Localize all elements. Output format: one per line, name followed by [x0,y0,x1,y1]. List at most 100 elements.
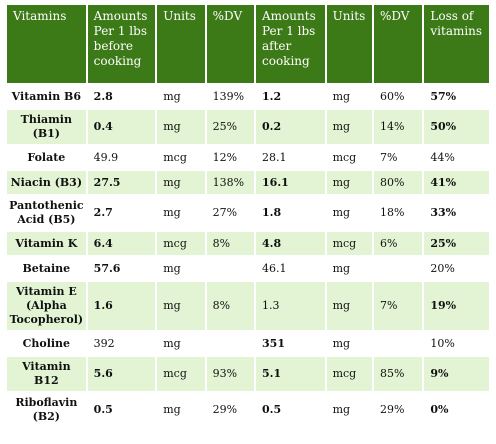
dv-before: 138% [206,171,255,194]
vitamin-loss-table: Vitamins Amounts Per 1 lbs before cookin… [5,3,491,429]
table-row: Riboflavin (B2) 0.5 mg 29% 0.5 mg 29% 0% [7,393,489,427]
vitamin-name: Folate [7,146,86,169]
header-units-after: Units [326,5,372,83]
dv-before: 139% [206,85,255,108]
dv-after: 6% [373,232,423,255]
table-row: Vitamin B6 2.8 mg 139% 1.2 mg 60% 57% [7,85,489,108]
unit-before: mcg [157,357,205,391]
amount-after: 0.2 [256,110,325,144]
dv-after [373,332,423,355]
header-loss: Loss of vitamins [424,5,489,83]
vitamin-name: Vitamin E (Alpha Tocopherol) [7,282,86,330]
dv-before [206,332,255,355]
header-units-before: Units [157,5,205,83]
unit-after: mg [326,282,372,330]
amount-before: 27.5 [87,171,156,194]
vitamin-name: Vitamin B12 [7,357,86,391]
amount-after: 1.2 [256,85,325,108]
loss-percent: 50% [424,110,489,144]
table-row: Vitamin B12 5.6 mcg 93% 5.1 mcg 85% 9% [7,357,489,391]
dv-after: 29% [373,393,423,427]
unit-before: mcg [157,146,205,169]
table-row: Pantothenic Acid (B5) 2.7 mg 27% 1.8 mg … [7,196,489,230]
dv-before [206,257,255,280]
dv-after: 7% [373,282,423,330]
unit-before: mg [157,282,205,330]
header-amount-after: Amounts Per 1 lbs after cooking [256,5,325,83]
amount-before: 49.9 [87,146,156,169]
table-row: Betaine 57.6 mg 46.1 mg 20% [7,257,489,280]
amount-after: 0.5 [256,393,325,427]
amount-after: 351 [256,332,325,355]
amount-before: 0.5 [87,393,156,427]
vitamin-name: Vitamin K [7,232,86,255]
unit-before: mg [157,85,205,108]
amount-after: 4.8 [256,232,325,255]
amount-before: 57.6 [87,257,156,280]
header-vitamins: Vitamins [7,5,86,83]
unit-after: mcg [326,232,372,255]
dv-before: 12% [206,146,255,169]
amount-before: 1.6 [87,282,156,330]
amount-before: 6.4 [87,232,156,255]
unit-before: mg [157,332,205,355]
amount-before: 392 [87,332,156,355]
unit-before: mg [157,393,205,427]
dv-before: 8% [206,282,255,330]
unit-after: mg [326,110,372,144]
unit-before: mg [157,110,205,144]
loss-percent: 9% [424,357,489,391]
unit-before: mcg [157,232,205,255]
vitamin-table-container: Vitamins Amounts Per 1 lbs before cookin… [5,3,491,429]
vitamin-name: Thiamin (B1) [7,110,86,144]
loss-percent: 25% [424,232,489,255]
amount-after: 16.1 [256,171,325,194]
loss-percent: 57% [424,85,489,108]
header-amount-before: Amounts Per 1 lbs before cooking [87,5,156,83]
dv-after: 18% [373,196,423,230]
header-dv-before: %DV [206,5,255,83]
table-row: Niacin (B3) 27.5 mg 138% 16.1 mg 80% 41% [7,171,489,194]
dv-after: 85% [373,357,423,391]
table-row: Folate 49.9 mcg 12% 28.1 mcg 7% 44% [7,146,489,169]
dv-after: 80% [373,171,423,194]
unit-after: mg [326,332,372,355]
amount-after: 5.1 [256,357,325,391]
unit-after: mg [326,257,372,280]
unit-before: mg [157,257,205,280]
amount-after: 46.1 [256,257,325,280]
unit-after: mg [326,393,372,427]
loss-percent: 10% [424,332,489,355]
dv-after: 60% [373,85,423,108]
loss-percent: 19% [424,282,489,330]
amount-before: 0.4 [87,110,156,144]
vitamin-name: Betaine [7,257,86,280]
table-row: Vitamin E (Alpha Tocopherol) 1.6 mg 8% 1… [7,282,489,330]
amount-after: 1.3 [256,282,325,330]
dv-before: 8% [206,232,255,255]
unit-before: mg [157,171,205,194]
unit-after: mg [326,171,372,194]
vitamin-name: Niacin (B3) [7,171,86,194]
dv-before: 25% [206,110,255,144]
vitamin-name: Riboflavin (B2) [7,393,86,427]
dv-after [373,257,423,280]
vitamin-name: Choline [7,332,86,355]
loss-percent: 44% [424,146,489,169]
dv-before: 93% [206,357,255,391]
table-row: Vitamin K 6.4 mcg 8% 4.8 mcg 6% 25% [7,232,489,255]
dv-before: 27% [206,196,255,230]
unit-after: mg [326,85,372,108]
dv-before: 29% [206,393,255,427]
dv-after: 14% [373,110,423,144]
vitamin-name: Pantothenic Acid (B5) [7,196,86,230]
unit-after: mcg [326,146,372,169]
vitamin-name: Vitamin B6 [7,85,86,108]
loss-percent: 0% [424,393,489,427]
header-dv-after: %DV [373,5,423,83]
loss-percent: 41% [424,171,489,194]
unit-after: mg [326,196,372,230]
dv-after: 7% [373,146,423,169]
unit-before: mg [157,196,205,230]
amount-after: 28.1 [256,146,325,169]
